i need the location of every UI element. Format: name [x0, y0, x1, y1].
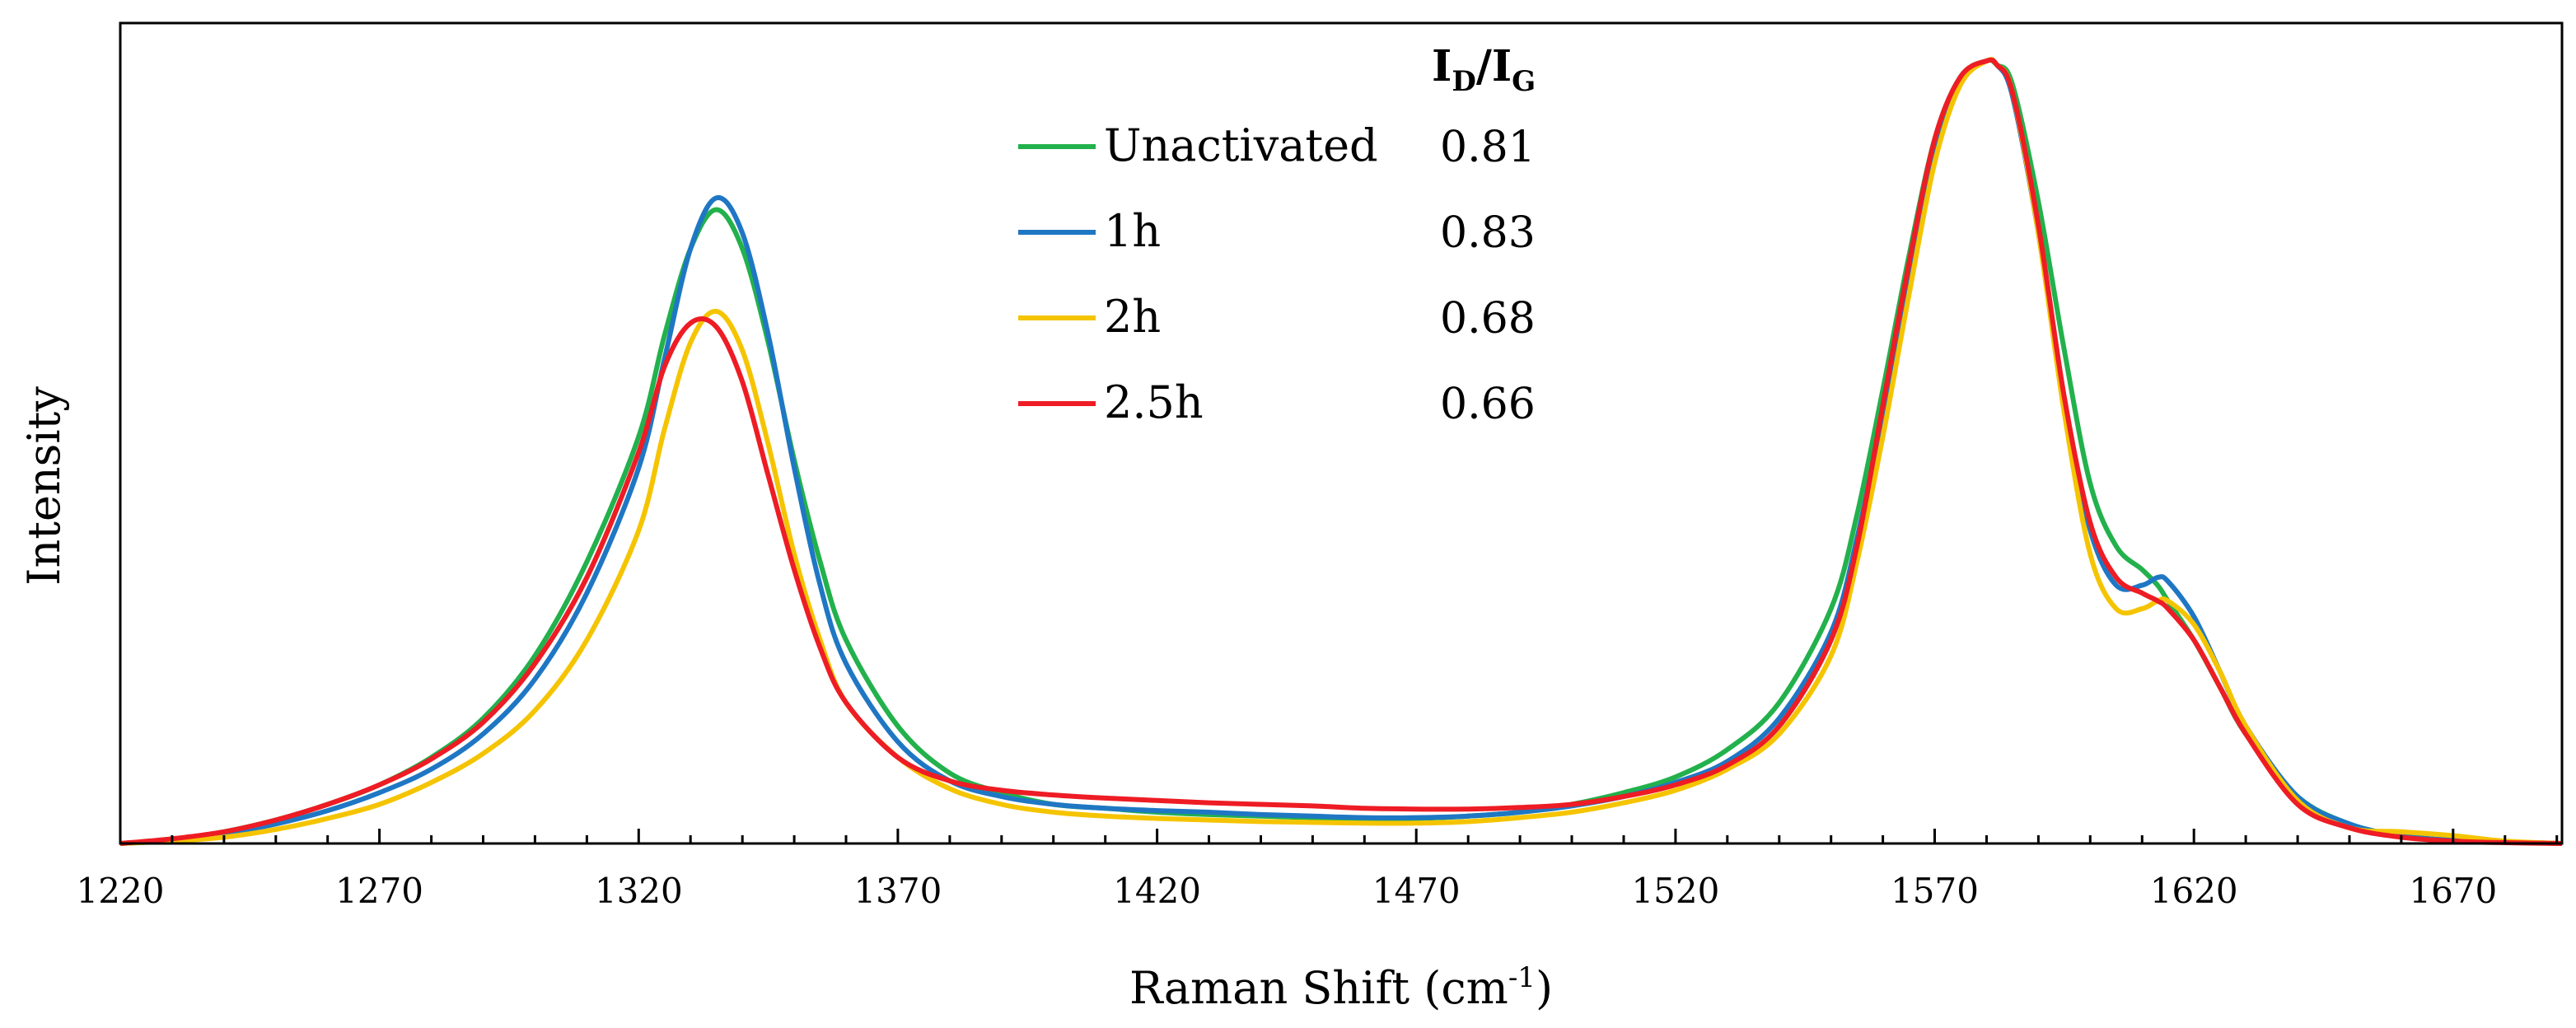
series-line-2-5h	[119, 57, 2563, 846]
x-tick-label-1570: 1570	[1891, 871, 1979, 911]
plot-frame	[119, 21, 2564, 845]
legend-header-slash: /	[1476, 41, 1492, 91]
legend-label-unactivated: Unactivated	[1104, 119, 1378, 171]
x-tick-label-1670: 1670	[2409, 871, 2497, 911]
x-tick-layer: 1220 1270 1320 1370 1420 1470 1520 1570 1620 1670	[77, 829, 2559, 911]
x-tick-label-1220: 1220	[77, 871, 165, 911]
legend-header-i2: I	[1492, 41, 1512, 91]
series-line-1h	[119, 57, 2563, 846]
legend-label-1h: 1h	[1104, 205, 1161, 257]
x-axis-title-sup: -1	[1508, 961, 1536, 994]
series-layer	[119, 57, 2563, 846]
legend-header: ID/IG	[1432, 41, 1536, 98]
legend-value-2-5h: 0.66	[1440, 380, 1536, 429]
x-tick-label-1470: 1470	[1372, 871, 1461, 911]
legend-header-g: G	[1512, 65, 1536, 98]
legend-value-2h: 0.68	[1440, 294, 1536, 343]
x-tick-label-1270: 1270	[335, 871, 423, 911]
legend-value-unactivated: 0.81	[1440, 123, 1536, 172]
y-axis-title: Intensity	[18, 386, 70, 586]
legend-label-2h: 2h	[1104, 291, 1161, 343]
x-tick-label-1320: 1320	[595, 871, 683, 911]
x-axis-title-main: Raman Shift (cm	[1129, 962, 1508, 1014]
x-axis-title: Raman Shift (cm-1)	[1129, 961, 1553, 1014]
legend: Unactivated 0.81 1h 0.83 2h 0.68 2.5h 0.…	[1018, 119, 1536, 429]
legend-header-i: I	[1432, 41, 1452, 91]
x-tick-label-1370: 1370	[853, 871, 942, 911]
legend-label-2-5h: 2.5h	[1104, 376, 1204, 428]
x-axis-title-close: )	[1536, 962, 1553, 1014]
x-tick-label-1420: 1420	[1113, 871, 1201, 911]
series-line-2h	[119, 57, 2563, 846]
legend-value-1h: 0.83	[1440, 208, 1536, 258]
x-tick-label-1520: 1520	[1631, 871, 1719, 911]
x-tick-label-1620: 1620	[2150, 871, 2238, 911]
legend-header-d: D	[1452, 65, 1475, 98]
